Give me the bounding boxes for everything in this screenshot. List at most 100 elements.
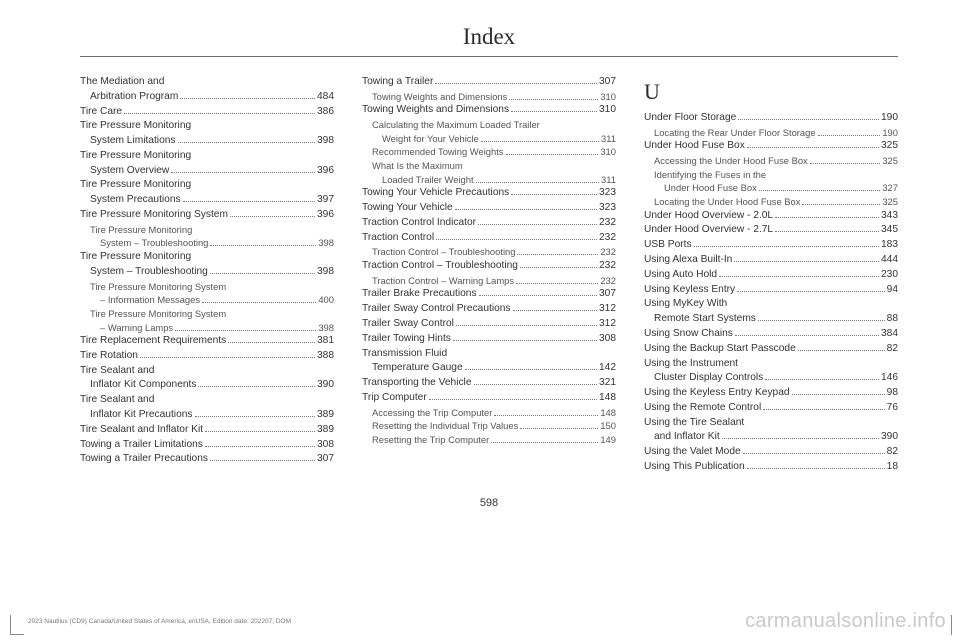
index-page: 345 xyxy=(881,223,898,238)
leader-dots xyxy=(738,114,879,120)
leader-dots xyxy=(180,93,315,99)
index-page: 232 xyxy=(599,231,616,246)
index-label: Arbitration Program xyxy=(90,90,178,105)
index-label: Towing Weights and Dimensions xyxy=(372,90,507,104)
index-label: Tire Sealant and Inflator Kit xyxy=(80,423,203,438)
index-label: Remote Start Systems xyxy=(654,312,756,327)
index-entry: Trailer Sway Control312 xyxy=(362,317,616,332)
index-label: Using the Tire Sealant xyxy=(644,416,744,431)
index-label: Under Hood Overview - 2.7L xyxy=(644,223,773,238)
index-column-2: Towing a Trailer307Towing Weights and Di… xyxy=(362,75,616,475)
index-page: 310 xyxy=(599,103,616,118)
index-entry: Using the Tire Sealant xyxy=(644,416,898,431)
page-title: Index xyxy=(80,24,898,50)
index-page: 398 xyxy=(317,134,334,149)
index-entry: Calculating the Maximum Loaded Trailer xyxy=(362,118,616,132)
leader-dots xyxy=(140,352,315,358)
leader-dots xyxy=(743,448,885,454)
leader-dots xyxy=(210,455,315,461)
leader-dots xyxy=(478,219,597,225)
leader-dots xyxy=(435,78,597,84)
leader-dots xyxy=(476,177,599,183)
leader-dots xyxy=(491,437,598,443)
index-page: 310 xyxy=(600,90,616,104)
index-page: 308 xyxy=(317,438,334,453)
leader-dots xyxy=(195,411,316,417)
index-label: Loaded Trailer Weight xyxy=(382,173,474,187)
index-label: Tire Pressure Monitoring System xyxy=(90,307,226,321)
index-label: Transmission Fluid xyxy=(362,347,447,362)
index-page: 325 xyxy=(882,195,898,209)
leader-dots xyxy=(763,404,884,410)
index-label: Tire Sealant and xyxy=(80,364,154,379)
index-entry: Tire Pressure Monitoring System396 xyxy=(80,208,334,223)
section-letter: U xyxy=(644,79,898,105)
index-entry: Tire Pressure Monitoring xyxy=(80,119,334,134)
index-label: System – Troubleshooting xyxy=(100,236,208,250)
index-entry-cont: Temperature Gauge142 xyxy=(362,361,616,376)
footer-text: 2023 Nautilus (CD9) Canada/United States… xyxy=(28,618,291,625)
index-entry-cont: – Information Messages 400 xyxy=(80,293,334,307)
index-page: 325 xyxy=(882,154,898,168)
index-page: 94 xyxy=(887,283,898,298)
index-page: 444 xyxy=(881,253,898,268)
index-page: 400 xyxy=(318,293,334,307)
index-label: What Is the Maximum xyxy=(372,159,463,173)
index-page: 146 xyxy=(881,371,898,386)
index-entry: Using This Publication18 xyxy=(644,460,898,475)
index-label: Using MyKey With xyxy=(644,297,727,312)
index-entry: Tire Replacement Requirements381 xyxy=(80,334,334,349)
index-label: Identifying the Fuses in the xyxy=(654,168,766,182)
leader-dots xyxy=(694,241,879,247)
index-label: – Information Messages xyxy=(100,293,200,307)
index-label: Transporting the Vehicle xyxy=(362,376,472,391)
index-label: – Warning Lamps xyxy=(100,321,173,335)
leader-dots xyxy=(775,212,879,218)
index-label: Under Hood Fuse Box xyxy=(644,139,745,154)
index-label: Towing a Trailer Limitations xyxy=(80,438,203,453)
index-page: 190 xyxy=(881,111,898,126)
leader-dots xyxy=(520,424,598,430)
leader-dots xyxy=(719,271,879,277)
index-entry-cont: System Precautions397 xyxy=(80,193,334,208)
leader-dots xyxy=(818,130,881,136)
index-page: 396 xyxy=(317,164,334,179)
index-page: 311 xyxy=(601,132,616,146)
index-entry-cont: Inflator Kit Precautions389 xyxy=(80,408,334,423)
index-entry-cont: – Warning Lamps398 xyxy=(80,321,334,335)
index-label: Traction Control – Troubleshooting xyxy=(372,245,515,259)
index-entry: Using Keyless Entry94 xyxy=(644,283,898,298)
index-entry: Traction Control232 xyxy=(362,231,616,246)
leader-dots xyxy=(792,389,885,395)
index-entry: Resetting the Trip Computer149 xyxy=(362,433,616,447)
index-label: Locating the Under Hood Fuse Box xyxy=(654,195,800,209)
index-entry: Traction Control – Troubleshooting232 xyxy=(362,259,616,274)
index-label: Traction Control – Warning Lamps xyxy=(372,274,514,288)
leader-dots xyxy=(734,256,879,262)
leader-dots xyxy=(465,364,597,370)
index-entry: Traction Control – Troubleshooting232 xyxy=(362,245,616,259)
index-page: 142 xyxy=(599,361,616,376)
index-label: Locating the Rear Under Floor Storage xyxy=(654,126,816,140)
index-label: Towing Weights and Dimensions xyxy=(362,103,509,118)
leader-dots xyxy=(230,211,315,217)
index-page: 389 xyxy=(317,408,334,423)
index-page: 323 xyxy=(599,201,616,216)
index-entry-cont: Loaded Trailer Weight311 xyxy=(362,173,616,187)
leader-dots xyxy=(511,106,597,112)
index-entry: Towing Your Vehicle323 xyxy=(362,201,616,216)
index-entry: The Mediation and xyxy=(80,75,334,90)
leader-dots xyxy=(747,142,879,148)
leader-dots xyxy=(198,381,315,387)
index-label: Using the Backup Start Passcode xyxy=(644,342,796,357)
index-entry-cont: Inflator Kit Components390 xyxy=(80,378,334,393)
index-page: 398 xyxy=(317,265,334,280)
leader-dots xyxy=(124,107,315,113)
index-page: 82 xyxy=(887,342,898,357)
index-label: Tire Pressure Monitoring xyxy=(80,149,191,164)
leader-dots xyxy=(810,159,881,165)
index-label: Tire Pressure Monitoring xyxy=(80,178,191,193)
index-page: 310 xyxy=(600,145,616,159)
index-entry: Towing Weights and Dimensions 310 xyxy=(362,103,616,118)
leader-dots xyxy=(175,325,316,331)
